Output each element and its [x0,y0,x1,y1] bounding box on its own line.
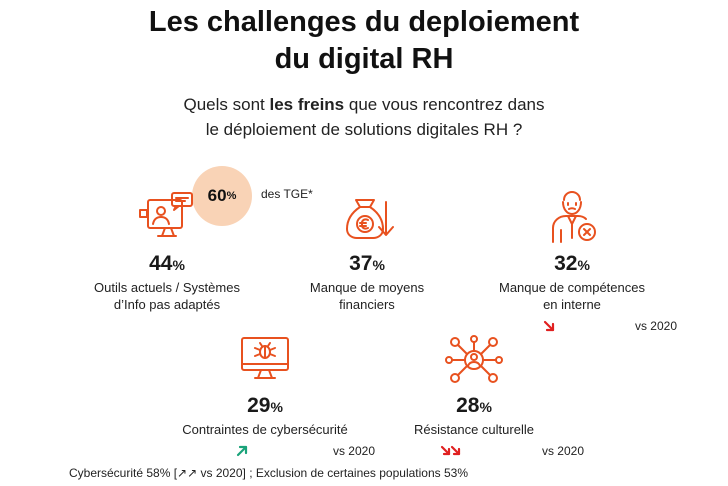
trend-text: vs 2020 [541,444,584,458]
page-title: Les challenges du deploiement du digital… [0,4,728,78]
stat-label: Manque de moyens financiers [262,279,472,313]
stat-label: Outils actuels / Systèmes d’Info pas ada… [62,279,272,313]
trend-up-arrow-icon [236,445,248,457]
confused-person-icon [552,191,596,243]
subtitle-bold: les freins [269,95,345,114]
stat-label-line-1: Outils actuels / Systèmes [94,280,240,295]
badge-value: 60 [207,186,227,205]
stat-percent: 29% [155,394,375,419]
trend-double-down-arrow-icon [440,445,461,456]
stat-value: 29 [247,394,271,417]
subtitle-line-2: le déploiement de solutions digitales RH… [205,120,523,139]
stat-value: 32 [554,252,578,275]
subtitle: Quels sont les freins que vous rencontre… [0,92,728,142]
subtitle-line-1: Quels sont les freins que vous rencontre… [0,92,728,117]
stat-label-line-1: Résistance culturelle [414,422,534,437]
stat-label-line-1: Contraintes de cybersécurité [182,422,348,437]
stat-label-line-2: d’Info pas adaptés [113,297,221,312]
stat-item-outils: 44% Outils actuels / Systèmes d’Info pas… [62,190,272,313]
footer-note: Cybersécurité 58% [↗↗ vs 2020] ; Exclusi… [69,466,468,480]
stat-label-line-2: financiers [339,297,395,312]
title-line-2: du digital RH [274,43,454,75]
monitor-bug-icon [241,337,289,379]
title-line-1: Les challenges du deploiement [148,6,580,38]
trend-indicator: vs 2020 [467,319,677,333]
percent-symbol: % [479,399,492,415]
stat-label-line-1: Manque de moyens [309,280,425,295]
computer-user-icon [139,192,193,237]
stat-label: Contraintes de cybersécurité [155,421,375,438]
subtitle-pre: Quels sont [183,95,270,114]
stat-label-line-1: Manque de compétences [499,280,645,295]
percent-symbol: % [270,399,283,415]
percent-symbol: % [372,257,385,273]
stat-percent: 28% [364,394,584,419]
stat-label: Manque de compétences en interne [467,279,677,313]
trend-indicator: vs 2020 [155,444,375,458]
stat-item-competences: 32% Manque de compétences en interne vs … [467,190,677,333]
network-people-icon [445,335,503,383]
stat-item-cybersecurite: 29% Contraintes de cybersécurité vs 2020 [155,334,375,458]
stat-value: 44 [149,252,173,275]
money-bag-down-icon [346,199,394,239]
trend-down-arrow-icon [543,320,555,332]
tge-badge: 60% [192,166,252,226]
stat-percent: 32% [467,252,677,277]
badge-note: des TGE* [261,187,313,201]
trend-text: vs 2020 [634,319,677,333]
stat-item-resistance: 28% Résistance culturelle vs 2020 [364,334,584,458]
trend-text: vs 2020 [332,444,375,458]
subtitle-post: que vous rencontrez dans [344,95,545,114]
stat-value: 37 [349,252,373,275]
trend-indicator: vs 2020 [364,444,584,458]
badge-unit: % [226,190,237,202]
stat-percent: 44% [62,252,272,277]
stat-item-moyens: 37% Manque de moyens financiers [262,190,472,313]
stat-label: Résistance culturelle [364,421,584,438]
stat-value: 28 [456,394,480,417]
percent-symbol: % [172,257,185,273]
stat-label-line-2: en interne [543,297,601,312]
percent-symbol: % [577,257,590,273]
stat-percent: 37% [262,252,472,277]
